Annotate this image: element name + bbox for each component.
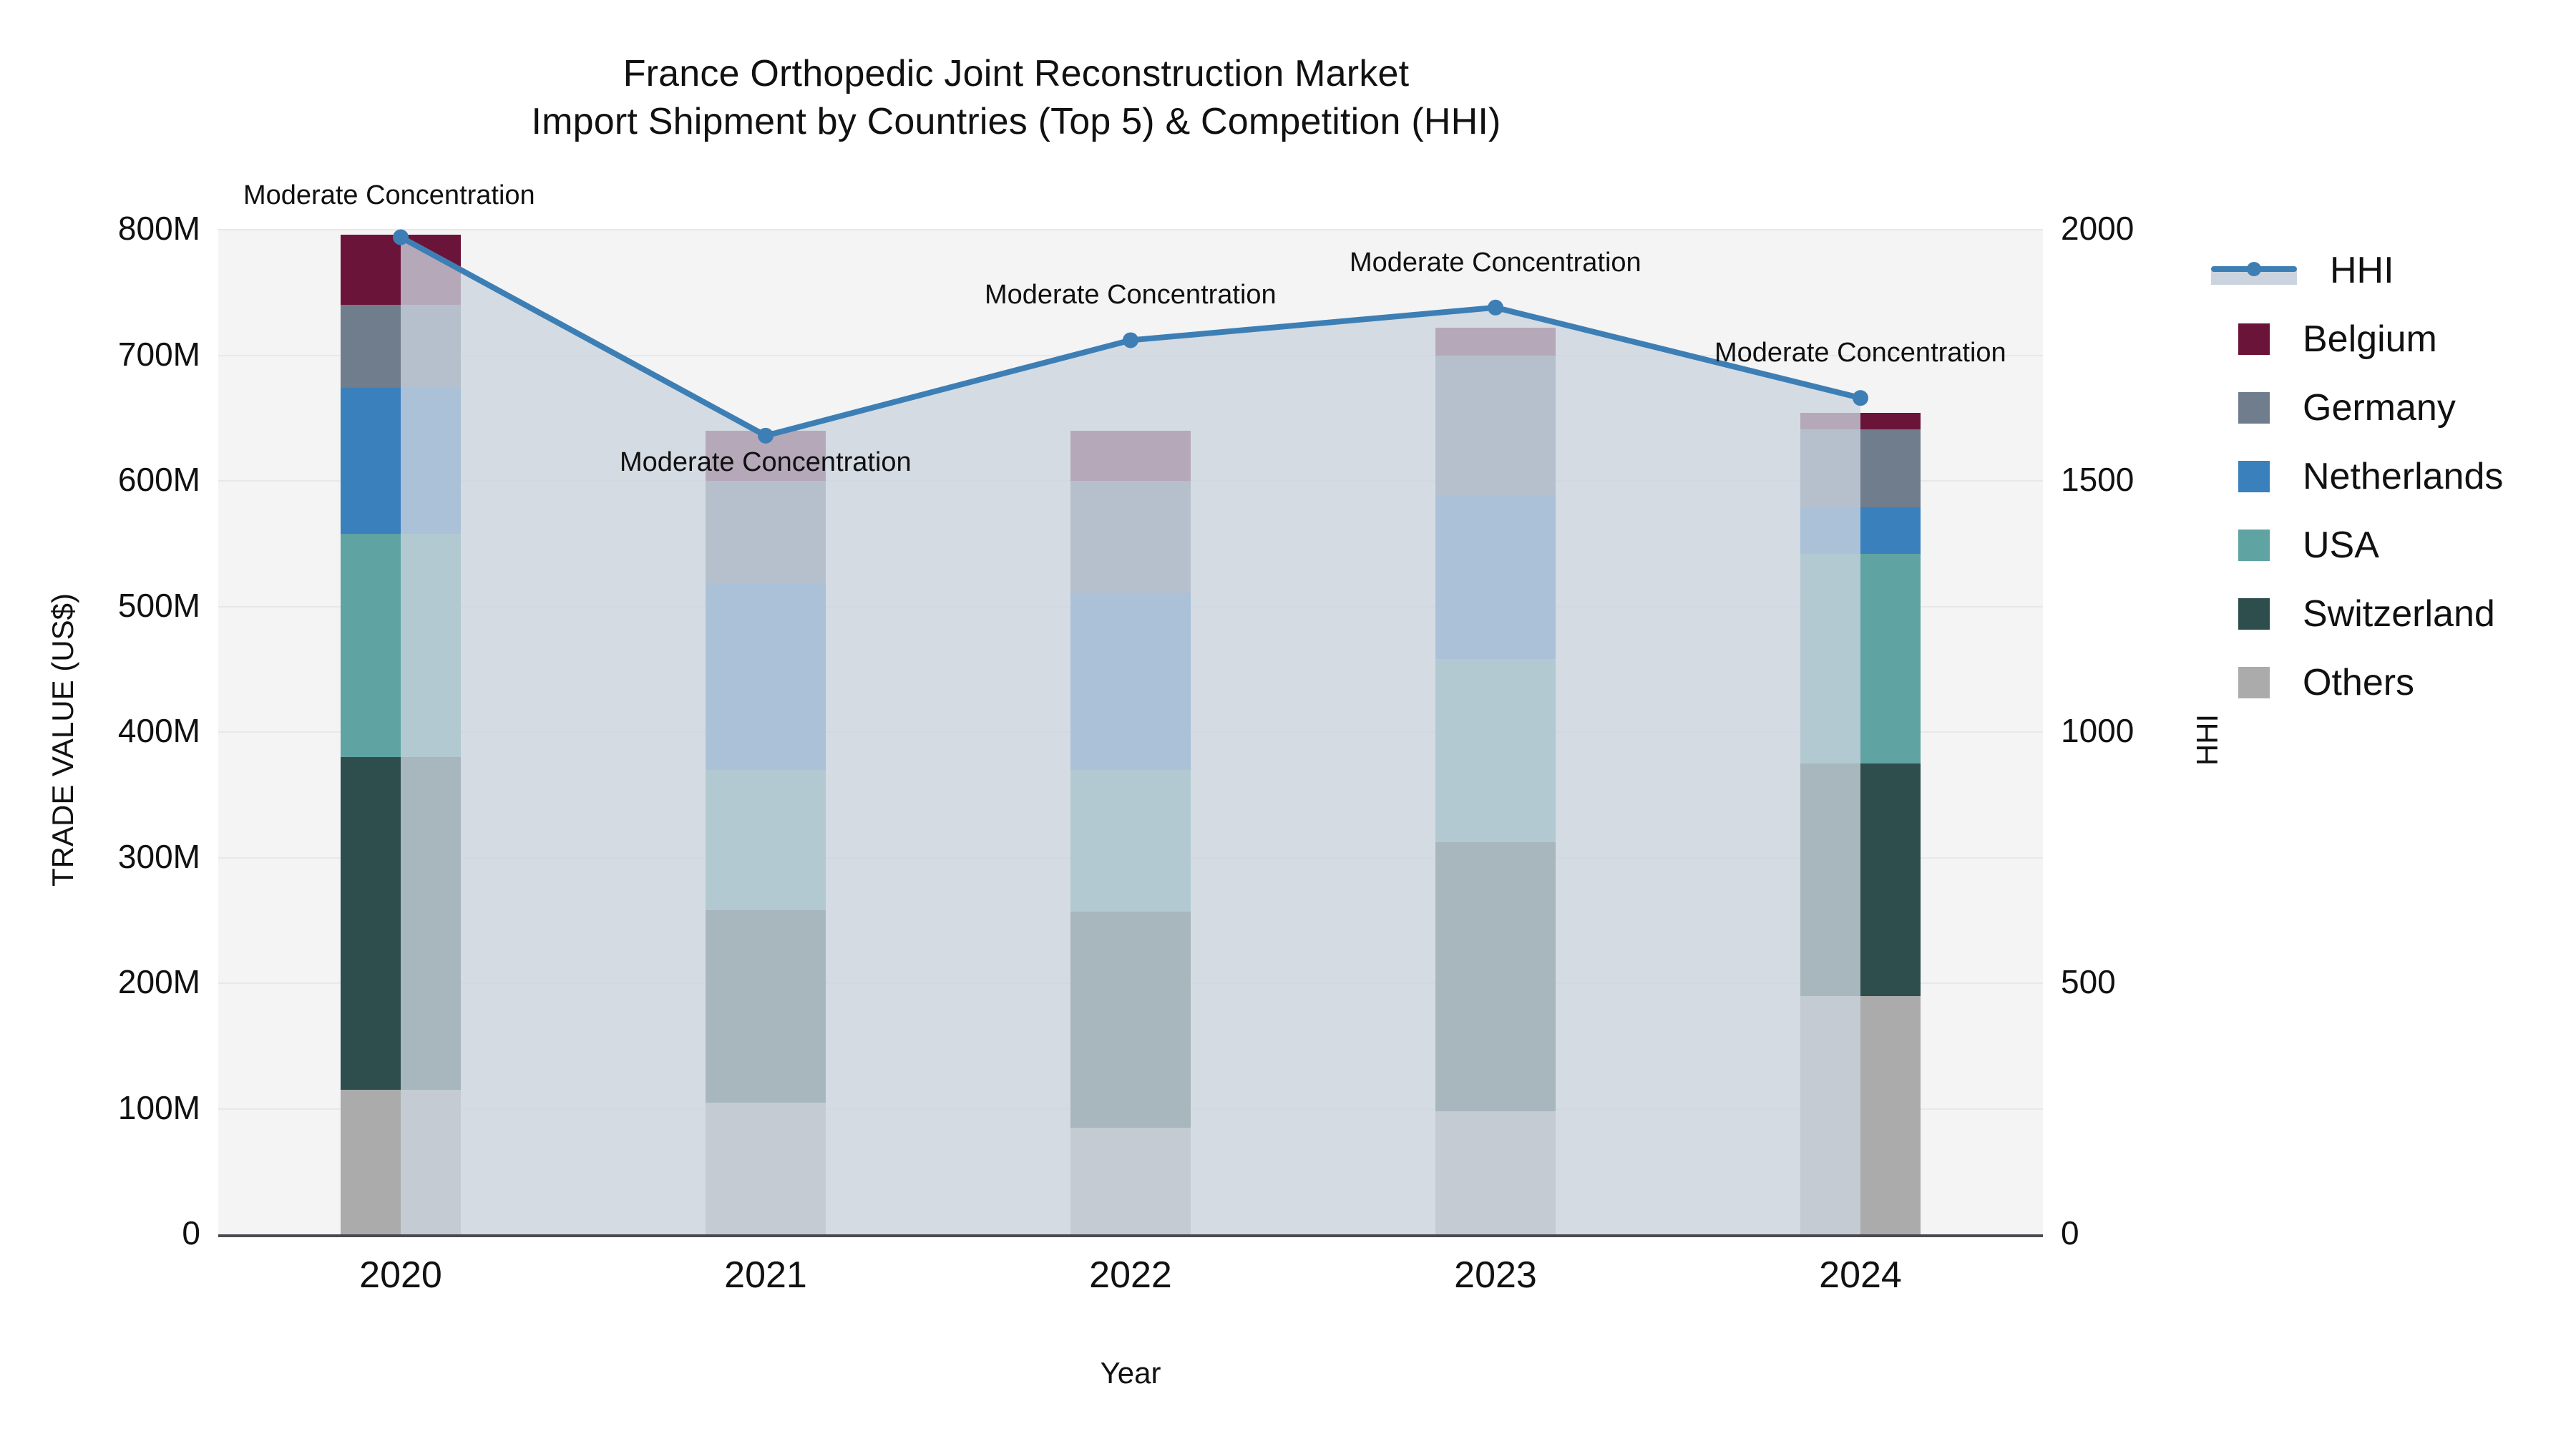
y-axis-left-tick: 400M: [117, 712, 200, 749]
x-axis-tick-2023: 2023: [1454, 1254, 1537, 1296]
x-axis-tick-2020: 2020: [359, 1254, 442, 1296]
y-axis-left-tick: 300M: [117, 837, 200, 875]
gridline: [218, 229, 2043, 230]
chart-title-line-1: France Orthopedic Joint Reconstruction M…: [623, 53, 1410, 94]
hhi-marker-2021[interactable]: [758, 427, 774, 444]
y-axis-left-tick: 800M: [117, 210, 200, 247]
chart-legend: HHI Belgium Germany Netherlands USA Switzerla…: [2211, 236, 2569, 717]
legend-item-hhi[interactable]: HHI: [2211, 236, 2569, 305]
annotation-2022: Moderate Concentration: [985, 280, 1277, 311]
legend-swatch-icon: [2238, 461, 2270, 492]
x-axis-tick-2022: 2022: [1089, 1254, 1172, 1296]
legend-line-marker-icon: [2211, 255, 2297, 286]
x-axis-title: Year: [1100, 1356, 1161, 1390]
legend-swatch-icon: [2238, 598, 2270, 630]
legend-label: HHI: [2330, 250, 2394, 291]
chart-title-line-2: Import Shipment by Countries (Top 5) & C…: [531, 100, 1501, 142]
y-axis-left-tick: 600M: [117, 461, 200, 498]
annotation-2024: Moderate Concentration: [1714, 338, 2006, 369]
y-axis-left-tick: 100M: [117, 1088, 200, 1126]
y-axis-left-tick: 200M: [117, 963, 200, 1000]
y-axis-left-tick: 500M: [117, 586, 200, 624]
legend-item-belgium[interactable]: Belgium: [2211, 305, 2569, 374]
hhi-marker-2020[interactable]: [393, 229, 409, 245]
y-axis-left-tick: 700M: [117, 335, 200, 373]
y-axis-left-tick: 0: [182, 1214, 200, 1252]
legend-item-others[interactable]: Others: [2211, 648, 2569, 717]
legend-label: Switzerland: [2303, 593, 2495, 635]
hhi-marker-2023[interactable]: [1488, 299, 1503, 316]
legend-item-switzerland[interactable]: Switzerland: [2211, 580, 2569, 648]
hhi-marker-2022[interactable]: [1123, 332, 1138, 348]
legend-label: Netherlands: [2303, 456, 2504, 497]
legend-item-germany[interactable]: Germany: [2211, 374, 2569, 442]
hhi-line-layer: [393, 229, 1868, 1234]
hhi-area-fill: [401, 237, 1860, 1234]
legend-swatch-icon: [2238, 667, 2270, 698]
plot-area: [218, 229, 2043, 1234]
chart-title: France Orthopedic Joint Reconstruction M…: [0, 50, 2032, 145]
x-axis-tick-2021: 2021: [724, 1254, 807, 1296]
legend-item-netherlands[interactable]: Netherlands: [2211, 442, 2569, 511]
annotation-2020: Moderate Concentration: [243, 180, 535, 210]
y-axis-right-tick: 0: [2061, 1214, 2079, 1252]
x-axis-line: [218, 1234, 2043, 1237]
legend-label: Others: [2303, 662, 2415, 703]
hhi-marker-2024[interactable]: [1853, 390, 1868, 406]
y-axis-right-tick: 2000: [2061, 210, 2135, 247]
legend-label: Germany: [2303, 387, 2456, 429]
legend-swatch-icon: [2238, 530, 2270, 561]
y-axis-right-tick: 1000: [2061, 712, 2135, 749]
annotation-2023: Moderate Concentration: [1350, 247, 1641, 278]
legend-swatch-icon: [2238, 323, 2270, 355]
legend-label: USA: [2303, 525, 2379, 566]
legend-swatch-icon: [2238, 392, 2270, 424]
y-axis-right-tick: 1500: [2061, 461, 2135, 498]
legend-item-usa[interactable]: USA: [2211, 511, 2569, 580]
legend-label: Belgium: [2303, 318, 2437, 360]
y-axis-right-tick: 500: [2061, 963, 2116, 1000]
annotation-2021: Moderate Concentration: [620, 447, 912, 477]
x-axis-tick-2024: 2024: [1819, 1254, 1902, 1296]
